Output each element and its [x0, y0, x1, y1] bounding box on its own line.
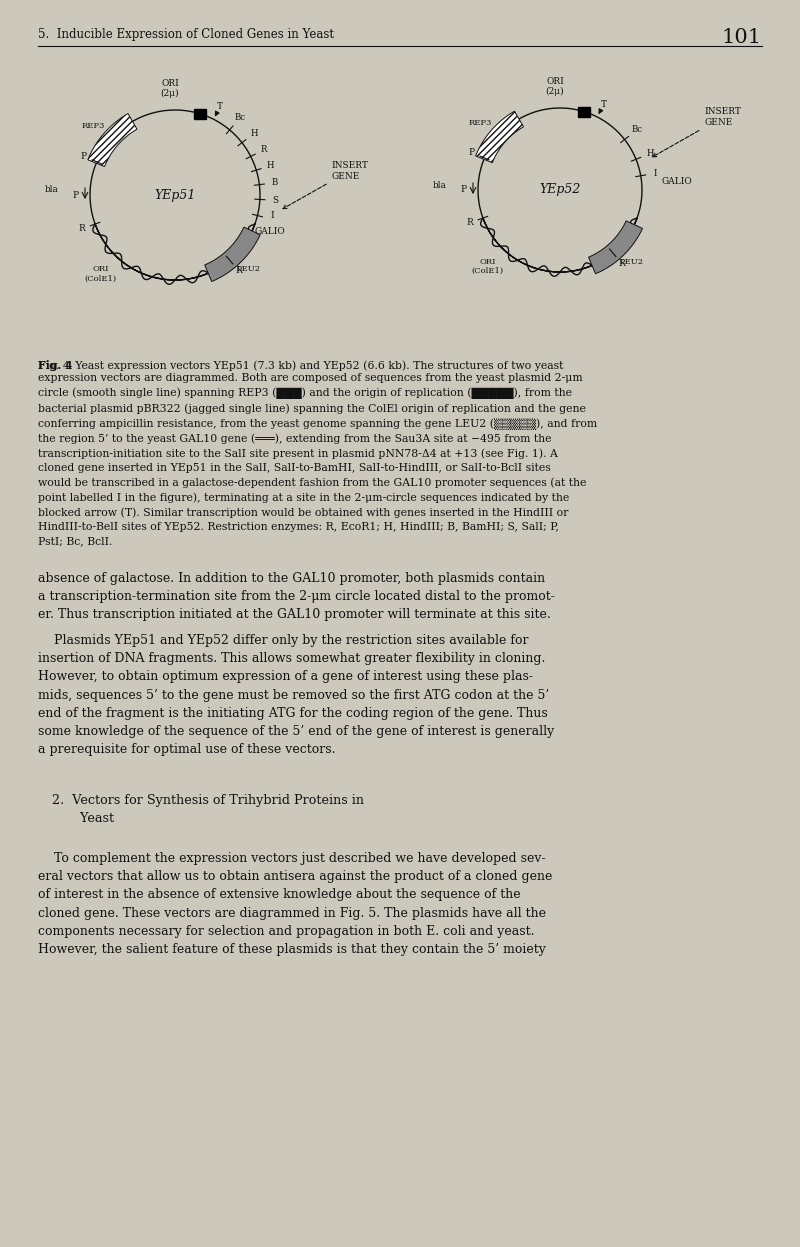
Text: T: T	[601, 100, 606, 108]
Polygon shape	[476, 111, 523, 162]
Text: 101: 101	[722, 27, 762, 47]
Polygon shape	[589, 221, 642, 274]
Text: R: R	[261, 145, 267, 155]
Text: ORI
(ColE1): ORI (ColE1)	[472, 258, 504, 276]
Text: ORI: ORI	[546, 77, 564, 86]
Text: R: R	[235, 267, 242, 276]
Text: 5.  Inducible Expression of Cloned Genes in Yeast: 5. Inducible Expression of Cloned Genes …	[38, 27, 334, 41]
Text: I: I	[270, 211, 274, 219]
Text: bla: bla	[45, 186, 59, 195]
Text: LEU2: LEU2	[619, 258, 643, 266]
Text: INSERT
GENE: INSERT GENE	[283, 161, 368, 208]
Text: expression vectors are diagrammed. Both are composed of sequences from the yeast: expression vectors are diagrammed. Both …	[38, 373, 597, 546]
Text: (2μ): (2μ)	[546, 87, 564, 96]
Text: Yeast: Yeast	[52, 812, 114, 826]
Text: INSERT
GENE: INSERT GENE	[653, 107, 741, 157]
Text: T: T	[217, 102, 223, 111]
Text: GALIO: GALIO	[661, 177, 692, 186]
Text: bla: bla	[433, 181, 447, 190]
Text: Fig. 4: Fig. 4	[38, 360, 73, 372]
Text: I: I	[654, 168, 658, 177]
Text: GALIO: GALIO	[254, 227, 285, 236]
Text: ORI: ORI	[161, 79, 179, 89]
Bar	[578, 106, 590, 116]
Text: H: H	[267, 161, 274, 171]
Text: P: P	[73, 191, 79, 200]
Text: H: H	[646, 150, 654, 158]
Text: REP3: REP3	[82, 122, 105, 130]
Text: R: R	[618, 259, 625, 268]
Text: B: B	[271, 178, 278, 187]
Text: REP3: REP3	[469, 120, 492, 127]
Text: (2μ): (2μ)	[161, 89, 179, 99]
Text: Bc: Bc	[632, 125, 642, 135]
Text: S: S	[272, 196, 278, 205]
Polygon shape	[205, 227, 260, 282]
Polygon shape	[88, 113, 137, 167]
Text: YEp51: YEp51	[154, 188, 196, 202]
Text: H: H	[250, 128, 258, 138]
Text: Plasmids YEp51 and YEp52 differ only by the restriction sites available for
inse: Plasmids YEp51 and YEp52 differ only by …	[38, 633, 554, 756]
Text: 2.  Vectors for Synthesis of Trihybrid Proteins in: 2. Vectors for Synthesis of Trihybrid Pr…	[52, 794, 364, 807]
Text: R: R	[78, 224, 86, 233]
Polygon shape	[82, 195, 267, 292]
Bar	[194, 108, 206, 118]
Text: P: P	[81, 152, 87, 161]
Text: absence of galactose. In addition to the GAL10 promoter, both plasmids contain
a: absence of galactose. In addition to the…	[38, 572, 555, 621]
Text: ORI
(ColE1): ORI (ColE1)	[85, 266, 117, 283]
Text: LEU2: LEU2	[237, 266, 261, 273]
Text: R: R	[466, 218, 473, 227]
Text: To complement the expression vectors just described we have developed sev-
eral : To complement the expression vectors jus…	[38, 852, 552, 956]
Polygon shape	[470, 190, 650, 284]
Text: YEp52: YEp52	[539, 183, 581, 197]
Text: P: P	[469, 148, 474, 157]
Text: P: P	[461, 186, 467, 195]
Text: Fig. 4 Yeast expression vectors YEp51 (7.3 kb) and YEp52 (6.6 kb). The structure: Fig. 4 Yeast expression vectors YEp51 (7…	[38, 360, 563, 370]
Text: Bc: Bc	[234, 113, 246, 122]
